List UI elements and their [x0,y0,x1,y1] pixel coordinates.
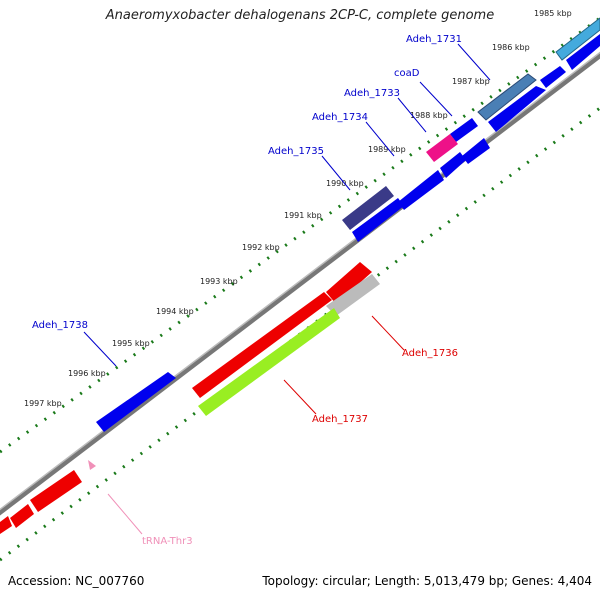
label-leader [371,315,405,351]
map-title: Anaeromyxobacter dehalogenans 2CP-C, com… [105,8,495,23]
reverse-strand-features [0,262,380,534]
tick-label: 1988 kbp [410,111,448,120]
tick-label: 1992 kbp [242,243,280,252]
gene-feature-adeh-1731b[interactable] [477,73,537,121]
gene-label-adeh-1736[interactable]: Adeh_1736 [402,348,458,359]
gene-label-adeh-1731[interactable]: Adeh_1731 [406,34,462,45]
gene-feature-adeh-1735[interactable] [342,186,394,230]
gene-feature-4[interactable] [352,198,404,242]
tick-label: 1986 kbp [492,43,530,52]
gene-label-coad[interactable]: coaD [394,68,420,79]
trna-feature[interactable] [88,460,96,470]
gene-feature-adeh-1736[interactable] [192,292,332,398]
gene-feature-adeh-1738[interactable] [96,372,176,432]
gene-feature-adeh-1731[interactable] [555,17,600,61]
label-leader [365,121,395,157]
gene-label-adeh-1735[interactable]: Adeh_1735 [268,146,324,157]
label-leader [107,493,143,535]
tick-label: 1987 kbp [452,77,490,86]
tick-label: 1985 kbp [534,9,572,18]
gene-feature-coad[interactable] [488,86,546,132]
tick-label: 1996 kbp [68,369,106,378]
label-leader [397,97,427,133]
gene-label-adeh-1738[interactable]: Adeh_1738 [32,320,88,331]
gene-labels: Adeh_1731 coaD Adeh_1733 Adeh_1734 Adeh_… [32,34,491,547]
gene-feature-1[interactable] [566,34,600,70]
tick-label: 1997 kbp [24,399,62,408]
accession-text: Accession: NC_007760 [8,574,145,588]
tick-label: 1989 kbp [368,145,406,154]
gene-feature-8[interactable] [0,516,12,534]
forward-strand-features [96,17,600,432]
gene-feature-adeh-1733[interactable] [450,118,478,142]
tick-label: 1993 kbp [200,277,238,286]
gene-label-adeh-1734[interactable]: Adeh_1734 [312,112,368,123]
gene-feature-6[interactable] [30,470,82,512]
outer-tick-track [0,16,600,454]
label-leader [83,331,117,367]
gene-label-trna-thr3[interactable]: tRNA-Thr3 [142,536,193,547]
label-leader [321,155,351,191]
gene-feature-2[interactable] [540,66,566,88]
gene-feature-adeh-1736b[interactable] [326,274,380,316]
gene-feature-3[interactable] [398,170,444,210]
tick-label: 1994 kbp [156,307,194,316]
tick-label: 1995 kbp [112,339,150,348]
label-leader [419,81,453,117]
gene-feature-5[interactable] [326,262,372,304]
gene-feature-adeh-1734b[interactable] [440,152,466,178]
gene-feature-pink[interactable] [426,134,458,162]
label-leader [283,379,317,415]
gene-feature-adeh-1737[interactable] [198,308,340,416]
tick-label: 1991 kbp [284,211,322,220]
label-leader [457,43,491,81]
gene-feature-adeh-1734[interactable] [462,138,490,164]
gene-feature-7[interactable] [10,504,34,528]
gene-label-adeh-1737[interactable]: Adeh_1737 [312,414,368,425]
gene-label-adeh-1733[interactable]: Adeh_1733 [344,88,400,99]
genome-backbone [0,52,600,516]
genome-summary-text: Topology: circular; Length: 5,013,479 bp… [262,574,592,588]
